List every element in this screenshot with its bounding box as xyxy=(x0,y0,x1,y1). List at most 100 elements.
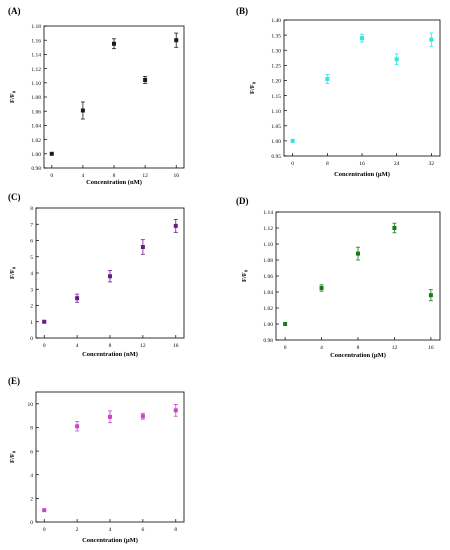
x-tick-label: 16 xyxy=(173,343,179,349)
x-tick-label: 2 xyxy=(76,527,79,533)
y-tick-label: 1.05 xyxy=(271,124,281,130)
data-point xyxy=(140,414,145,419)
data-point xyxy=(360,36,364,41)
y-tick-label: 0 xyxy=(30,336,33,342)
y-tick-label: 1.04 xyxy=(31,124,41,130)
y-tick-label: 1.08 xyxy=(31,95,41,101)
data-point xyxy=(75,296,80,301)
x-tick-label: 16 xyxy=(428,345,434,351)
y-tick-label: 1.02 xyxy=(31,138,41,144)
x-axis-label: Concentration (nM) xyxy=(82,351,138,358)
y-tick-label: 1.14 xyxy=(263,210,273,216)
y-tick-label: 1.00 xyxy=(271,139,281,145)
y-tick-label: 1.12 xyxy=(31,67,41,73)
x-axis-label: Concentration (μM) xyxy=(330,352,386,359)
y-tick-label: 6 xyxy=(30,239,33,245)
y-tick-label: 1.18 xyxy=(31,24,41,30)
y-tick-label: 1.06 xyxy=(263,274,273,280)
x-tick-label: 0 xyxy=(43,527,46,533)
panel-label: (B) xyxy=(236,6,248,16)
y-tick-label: 8 xyxy=(30,206,33,212)
data-point xyxy=(325,76,330,81)
data-point xyxy=(140,245,145,249)
x-tick-label: 16 xyxy=(359,161,365,167)
x-tick-label: 0 xyxy=(50,173,53,179)
x-tick-label: 8 xyxy=(113,173,116,179)
data-point xyxy=(108,414,112,419)
y-tick-label: 1.10 xyxy=(271,109,281,115)
data-point xyxy=(108,274,112,279)
y-axis-label: F/F0 xyxy=(241,269,249,282)
y-tick-label: 1.10 xyxy=(263,242,273,248)
y-tick-label: 1.25 xyxy=(271,64,281,70)
y-tick-label: 1.14 xyxy=(31,53,41,59)
y-tick-label: 2 xyxy=(30,304,33,310)
y-tick-label: 1.00 xyxy=(263,322,273,328)
y-tick-label: 8 xyxy=(30,426,33,432)
y-tick-label: 1.35 xyxy=(271,33,281,39)
x-tick-label: 8 xyxy=(326,161,329,167)
y-tick-label: 10 xyxy=(28,402,34,408)
data-point xyxy=(112,41,116,46)
data-point xyxy=(173,408,178,413)
y-tick-label: 1.02 xyxy=(263,306,273,312)
data-point xyxy=(392,226,397,230)
y-tick-label: 1.12 xyxy=(263,226,273,232)
y-tick-label: 1.16 xyxy=(31,38,41,44)
y-tick-label: 3 xyxy=(30,287,33,293)
panel-label: (C) xyxy=(8,192,21,202)
y-axis-label: F/F0 xyxy=(9,90,17,103)
x-tick-label: 0 xyxy=(284,345,287,351)
x-tick-label: 6 xyxy=(142,527,145,533)
panel-a: (A) 0.98 1.00 1.02 1.04 1.06 1.08 1.10 1.12 1.14 1… xyxy=(8,6,185,186)
x-axis-label: Concentration (nM) xyxy=(86,179,142,186)
x-tick-label: 4 xyxy=(320,345,323,351)
y-tick-label: 2 xyxy=(30,497,33,503)
y-tick-label: 1.15 xyxy=(271,94,281,100)
data-point xyxy=(173,223,178,228)
x-tick-label: 0 xyxy=(291,161,294,167)
x-tick-label: 12 xyxy=(392,345,398,351)
data-point xyxy=(290,138,295,143)
panel-b: (B) 0.95 1.00 1.05 1.10 1.15 1.20 1.25 1.30 1.35 1… xyxy=(236,6,441,178)
data-point xyxy=(42,319,47,324)
y-tick-label: 1.40 xyxy=(271,18,281,24)
data-point xyxy=(283,322,288,326)
y-tick-label: 4 xyxy=(30,473,33,479)
y-tick-label: 1.08 xyxy=(263,258,273,264)
y-axis-label: F/F0 xyxy=(249,81,257,94)
data-point xyxy=(49,151,54,156)
y-tick-label: 1.30 xyxy=(271,48,281,54)
y-tick-label: 6 xyxy=(30,449,33,455)
data-point xyxy=(80,108,85,113)
y-tick-label: 4 xyxy=(30,271,33,277)
x-tick-label: 24 xyxy=(394,161,400,167)
x-tick-label: 8 xyxy=(357,345,360,351)
panel-d: (D) 0.98 1.00 1.02 1.04 1.06 1.08 1.10 1.12 1.14 0… xyxy=(236,196,441,359)
x-tick-label: 4 xyxy=(109,527,112,533)
y-tick-label: 1.04 xyxy=(263,290,273,296)
x-tick-label: 12 xyxy=(140,343,146,349)
data-point xyxy=(428,293,433,298)
y-tick-label: 0.95 xyxy=(271,154,281,160)
x-tick-label: 8 xyxy=(174,527,177,533)
data-point xyxy=(394,57,399,62)
data-point xyxy=(356,251,360,256)
data-point xyxy=(75,424,80,429)
panel-label: (E) xyxy=(8,376,20,386)
y-tick-label: 1.06 xyxy=(31,109,41,115)
y-tick-label: 1.00 xyxy=(31,152,41,158)
y-tick-label: 0 xyxy=(30,520,33,526)
x-tick-label: 0 xyxy=(43,343,46,349)
y-tick-label: 7 xyxy=(30,222,33,228)
panel-label: (A) xyxy=(8,6,21,16)
data-point xyxy=(174,38,179,43)
panel-label: (D) xyxy=(236,196,249,206)
x-axis-label: Concentration (μM) xyxy=(334,171,390,178)
x-tick-label: 4 xyxy=(76,343,79,349)
x-tick-label: 12 xyxy=(142,173,148,179)
y-tick-label: 1.10 xyxy=(31,81,41,87)
plot-frame xyxy=(275,211,441,341)
